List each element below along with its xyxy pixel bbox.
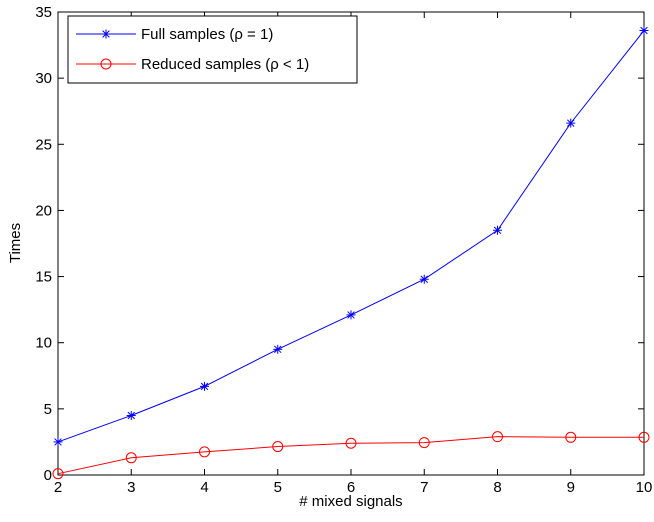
x-tick-label: 10 <box>636 479 653 496</box>
x-tick-label: 8 <box>493 479 501 496</box>
legend-label: Full samples (ρ = 1) <box>141 26 273 43</box>
y-tick-label: 10 <box>35 335 52 352</box>
y-tick-label: 20 <box>35 202 52 219</box>
y-axis-title: Times <box>7 223 24 263</box>
y-tick-label: 5 <box>44 401 52 418</box>
x-tick-label: 2 <box>54 479 62 496</box>
x-tick-label: 7 <box>420 479 428 496</box>
y-tick-label: 30 <box>35 70 52 87</box>
data-point <box>200 382 209 391</box>
x-axis-title: # mixed signals <box>299 493 402 510</box>
data-point <box>420 275 429 284</box>
legend: Full samples (ρ = 1) Reduced samples (ρ <… <box>68 16 357 83</box>
legend-label: Reduced samples (ρ < 1) <box>141 56 309 73</box>
x-tick-label: 3 <box>127 479 135 496</box>
y-tick-label: 35 <box>35 4 52 21</box>
data-point <box>54 437 63 446</box>
data-point <box>127 411 136 420</box>
y-tick-label: 0 <box>44 467 52 484</box>
y-tick-label: 15 <box>35 269 52 286</box>
x-tick-label: 4 <box>200 479 208 496</box>
x-tick-label: 9 <box>567 479 575 496</box>
data-point <box>347 310 356 319</box>
data-point <box>640 26 649 35</box>
x-tick-label: 5 <box>274 479 282 496</box>
data-point <box>273 345 282 354</box>
legend-marker <box>102 30 111 39</box>
data-point <box>566 119 575 128</box>
data-point <box>493 226 502 235</box>
y-tick-label: 25 <box>35 136 52 153</box>
